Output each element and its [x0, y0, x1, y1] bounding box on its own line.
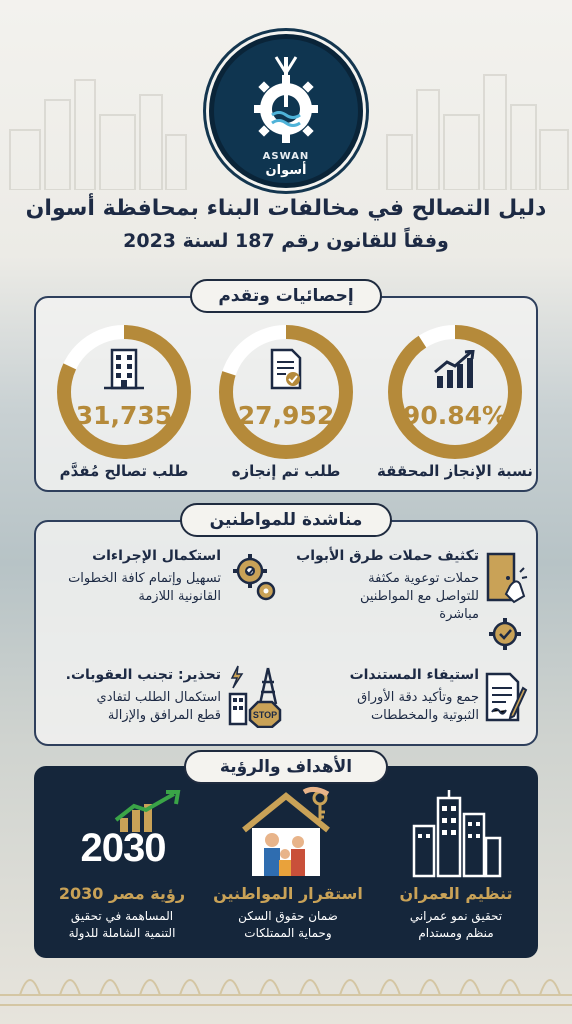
goal-title-urban: تنظيم العمران	[399, 884, 513, 903]
page-title: دليل التصالح في مخالفات البناء بمحافظة أ…	[25, 196, 547, 221]
document-sign-icon	[485, 672, 528, 722]
goal-desc-stability: ضمان حقوق السكن وحماية الممتلكات	[208, 908, 368, 942]
appeal-title-door-knock: تكثيف حملات طرق الأبواب	[296, 548, 479, 564]
building-icon	[104, 348, 144, 390]
vision-2030-icon	[114, 790, 181, 832]
appeal-desc-procedures: تسهيل وإتمام كافة الخطوات القانونية اللا…	[41, 570, 221, 606]
stats-heading: إحصائيات وتقدم	[190, 279, 382, 313]
appeal-desc-line: تسهيل وإتمام كافة الخطوات	[68, 571, 221, 586]
aswan-governorate-logo: ASWAN أسوان	[209, 34, 363, 188]
goal-desc-line: وحماية الممتلكات	[244, 926, 332, 940]
stat-label-submitted: طلب تصالح مُقدَّم	[59, 462, 189, 480]
goal-title-stability: استقرار المواطنين	[213, 884, 363, 903]
appeal-desc-warning: استكمال الطلب لتفادي قطع المرافق والإزال…	[41, 689, 221, 725]
stop-sign-icon: STOP	[228, 665, 282, 728]
appeal-desc-line: استكمال الطلب لتفادي	[96, 690, 221, 705]
goal-desc-line: التنمية الشاملة للدولة	[68, 926, 176, 940]
vision-year: 2030	[80, 826, 167, 870]
appeal-desc-line: القانونية اللازمة	[138, 589, 221, 604]
gear-check-icon	[489, 618, 521, 650]
page-subtitle: وفقاً للقانون رقم 187 لسنة 2023	[123, 230, 449, 252]
appeal-desc-line: مباشرة	[439, 607, 479, 622]
stat-ring-submitted: 31,735	[54, 322, 194, 462]
appeal-desc-line: قطع المرافق والإزالة	[107, 708, 221, 723]
appeal-title-warning: تحذير: تجنب العقوبات.	[65, 667, 221, 683]
appeal-heading: مناشدة للمواطنين	[180, 503, 392, 537]
stat-value-submitted: 31,735	[75, 401, 173, 430]
family-house-icon	[242, 786, 330, 876]
door-knock-icon	[486, 552, 528, 604]
stat-label-completion: نسبة الإنجاز المحققة	[377, 462, 533, 480]
appeal-title-documents: استيفاء المستندات	[349, 667, 479, 683]
goals-heading: الأهداف والرؤية	[184, 750, 388, 784]
appeal-desc-documents: جمع وتأكيد دقة الأوراق الثبوتية والمخططا…	[294, 689, 479, 725]
svg-text:STOP: STOP	[253, 710, 277, 720]
stat-value-completed: 27,952	[237, 401, 335, 430]
stat-label-completed: طلب تم إنجازه	[231, 462, 341, 480]
growth-chart-icon	[434, 350, 475, 388]
logo-text-english: ASWAN	[262, 151, 310, 162]
goal-desc-urban: تحقيق نمو عمراني منظم ومستدام	[378, 908, 534, 942]
appeal-desc-line: حملات توعوية مكثفة	[368, 571, 479, 586]
goal-desc-line: ضمان حقوق السكن	[238, 909, 338, 923]
appeal-panel	[34, 520, 538, 746]
skyline-right-decoration	[386, 74, 569, 190]
skyline-left-decoration	[9, 79, 187, 190]
goal-desc-line: المساهمة في تحقيق	[70, 909, 174, 923]
gear-crane-emblem-icon	[254, 56, 318, 143]
pharaonic-border-decoration	[0, 979, 572, 1006]
appeal-desc-door-knock: حملات توعوية مكثفة للتواصل مع المواطنين …	[294, 570, 479, 624]
logo-text-arabic: أسوان	[265, 163, 307, 178]
gears-icon	[233, 554, 276, 601]
skyscrapers-icon	[412, 790, 502, 878]
appeal-desc-line: الثبوتية والمخططات	[370, 708, 479, 723]
stat-ring-completed: 27,952	[216, 322, 356, 462]
stat-ring-completion: 90.84%	[385, 322, 525, 462]
goal-desc-vision: المساهمة في تحقيق التنمية الشاملة للدولة	[42, 908, 202, 942]
document-check-icon	[270, 348, 302, 390]
appeal-title-procedures: استكمال الإجراءات	[92, 548, 221, 564]
goal-desc-line: منظم ومستدام	[418, 926, 494, 940]
stat-value-completion: 90.84%	[402, 401, 508, 430]
appeal-desc-line: للتواصل مع المواطنين	[359, 589, 479, 604]
goal-desc-line: تحقيق نمو عمراني	[409, 909, 503, 923]
appeal-desc-line: جمع وتأكيد دقة الأوراق	[357, 690, 479, 705]
goal-title-vision: رؤية مصر 2030	[58, 884, 186, 903]
